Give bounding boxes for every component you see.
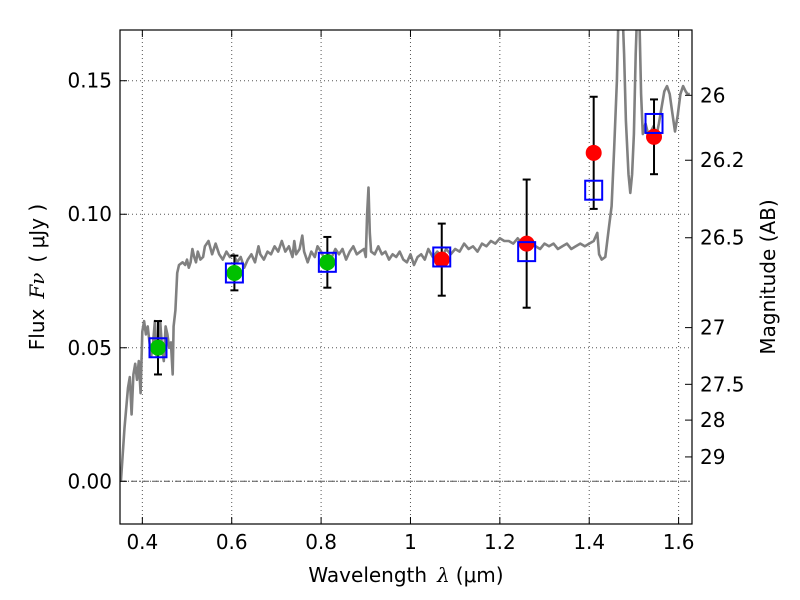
model-band-square — [584, 179, 604, 201]
x-axis-label: Wavelength λ (μm) — [308, 563, 503, 587]
y-tick-label: 0.10 — [67, 202, 112, 226]
y-tick-label: 0.00 — [67, 469, 112, 493]
x-axis-ticks: 0.4 0.6 0.8 1 1.2 1.4 1.6 — [126, 30, 695, 554]
plot-background — [120, 30, 692, 524]
model-sed-line — [120, 30, 690, 482]
model-band-square — [517, 241, 537, 263]
magnitude-tick-label: 26 — [700, 83, 725, 107]
observed-point — [433, 251, 450, 268]
model-band-squares — [148, 112, 664, 359]
observed-point — [149, 339, 166, 356]
x-tick-label: 1.2 — [484, 530, 516, 554]
x-tick-label: 1 — [404, 530, 417, 554]
x-tick-label: 0.6 — [216, 530, 248, 554]
magnitude-tick-label: 26.2 — [700, 148, 745, 172]
plot-area — [120, 30, 690, 482]
magnitude-tick-label: 28 — [700, 408, 725, 432]
x-tick-label: 1.4 — [573, 530, 605, 554]
y-axis-ticks: 0.00 0.05 0.10 0.15 — [67, 69, 127, 493]
y-axis-label-text: Flux — [25, 308, 49, 350]
x-axis-label-unit: (μm) — [456, 563, 504, 587]
y-axis-label: Flux Fν ( μJy ) — [25, 204, 49, 350]
magnitude-tick-label: 27.5 — [700, 372, 745, 396]
x-tick-label: 1.6 — [663, 530, 695, 554]
observed-point — [646, 128, 663, 145]
x-axis-label-text: Wavelength — [308, 563, 427, 587]
observed-point — [319, 254, 336, 271]
y-axis-label-unit: ( μJy ) — [25, 204, 49, 263]
x-tick-label: 0.8 — [305, 530, 337, 554]
model-band-square — [148, 337, 168, 359]
y-tick-label: 0.15 — [67, 69, 112, 93]
magnitude-tick-label: 26.5 — [700, 226, 745, 250]
magnitude-tick-label: 27 — [700, 316, 725, 340]
magnitude-tick-label: 29 — [700, 445, 725, 469]
model-band-square — [644, 112, 664, 134]
observed-point — [585, 144, 602, 161]
plot-frame — [119, 29, 693, 525]
x-axis-label-symbol: λ — [436, 563, 450, 587]
model-band-square — [224, 262, 244, 284]
y-axis-label-symbol: Fν — [25, 273, 49, 300]
model-band-square — [317, 251, 337, 273]
magnitude-axis-label: Magnitude (AB) — [756, 199, 780, 354]
model-band-square — [432, 246, 452, 268]
observed-point — [226, 264, 243, 281]
x-tick-label: 0.4 — [126, 530, 158, 554]
y-tick-label: 0.05 — [67, 336, 112, 360]
observed-point — [518, 235, 535, 252]
magnitude-axis-ticks: 26 26.2 26.5 27 27.5 28 29 — [685, 83, 745, 469]
